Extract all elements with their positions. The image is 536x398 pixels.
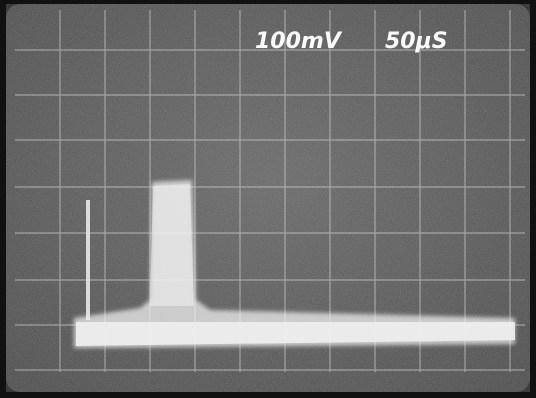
time-per-div: 50μS (385, 29, 448, 54)
page: 100mV 50μS (() => { const data = JSON.pa… (0, 0, 536, 398)
oscilloscope-screen: 100mV 50μS (0, 0, 536, 398)
volts-per-div: 100mV (255, 29, 343, 54)
